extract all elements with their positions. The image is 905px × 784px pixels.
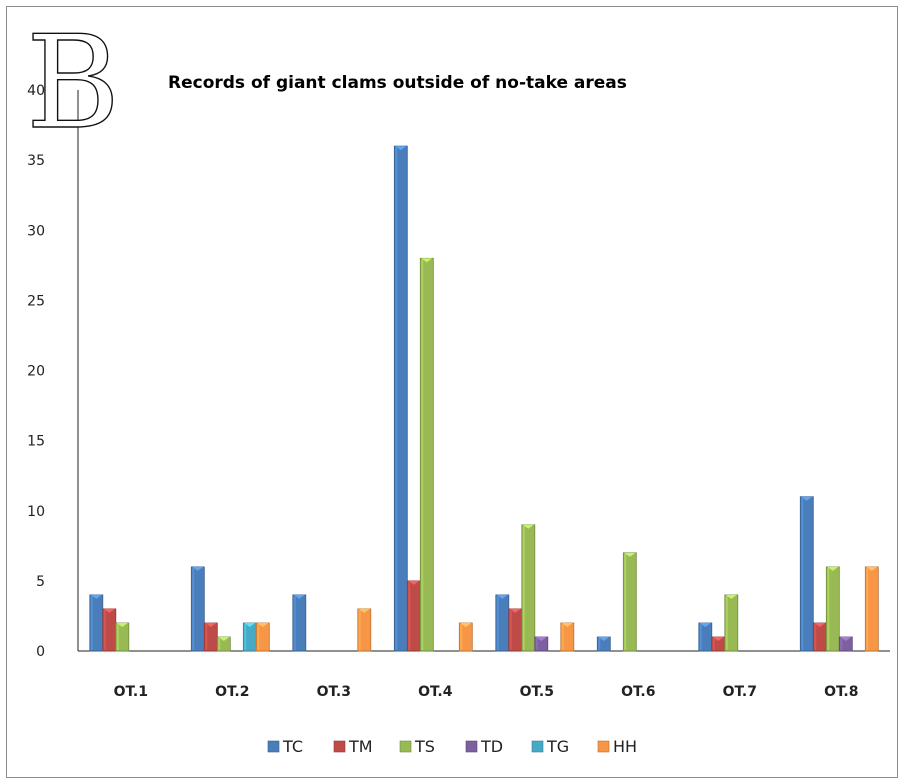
bar-highlight (91, 596, 93, 650)
legend-swatch-hh (598, 741, 609, 752)
legend-label-ts: TS (414, 737, 435, 756)
legend-label-tm: TM (348, 737, 373, 756)
category-label: OT.3 (317, 684, 351, 700)
y-tick-label: 20 (27, 364, 45, 380)
bar-highlight (205, 624, 207, 650)
y-tick-label: 25 (27, 293, 45, 309)
legend-label-tg: TG (546, 737, 569, 756)
legend-label-tc: TC (282, 737, 303, 756)
category-label: OT.5 (520, 684, 554, 700)
bar-highlight (395, 147, 397, 650)
bar-highlight (510, 610, 512, 650)
bar-highlight (801, 498, 803, 650)
category-label: OT.1 (114, 684, 148, 700)
panel-label: B (26, 20, 120, 148)
bar-highlight (257, 624, 259, 650)
legend-label-hh: HH (613, 737, 637, 756)
bar-highlight (713, 638, 715, 650)
bar-highlight (460, 624, 462, 650)
bar-highlight (104, 610, 106, 650)
bar-highlight (536, 638, 538, 650)
bar-highlight (562, 624, 564, 650)
bar-highlight (294, 596, 296, 650)
legend-swatch-tm (334, 741, 345, 752)
bar-highlight (359, 610, 361, 650)
legend-swatch-tg (532, 741, 543, 752)
bar-highlight (700, 624, 702, 650)
bar-highlight (827, 568, 829, 650)
category-label: OT.4 (418, 684, 453, 700)
y-tick-label: 30 (27, 223, 45, 239)
legend-swatch-tc (268, 741, 279, 752)
y-tick-label: 0 (36, 644, 45, 660)
bar-highlight (244, 624, 246, 650)
bar-highlight (408, 582, 410, 650)
y-tick-label: 5 (36, 574, 45, 590)
legend-swatch-td (466, 741, 477, 752)
category-label: OT.7 (723, 684, 757, 700)
bar-highlight (421, 259, 423, 650)
category-label: OT.6 (621, 684, 655, 700)
bar-highlight (866, 568, 868, 650)
category-labels: OT.1 OT.2 OT.3 OT.4 OT.5 OT.6 OT.7 OT.8 (114, 684, 859, 700)
legend-swatch-ts (400, 741, 411, 752)
bar-highlight (598, 638, 600, 650)
y-tick-label: 10 (27, 504, 45, 520)
bar-highlight (117, 624, 119, 650)
bar-highlight (624, 554, 626, 650)
bar-highlight (523, 526, 525, 650)
legend: TC TM TS TD TG HH (268, 737, 637, 756)
legend-label-td: TD (480, 737, 503, 756)
bar-highlight (726, 596, 728, 650)
bar-highlight (218, 638, 220, 650)
category-label: OT.2 (215, 684, 249, 700)
bars (90, 146, 879, 651)
bar-highlight (192, 568, 194, 650)
y-tick-label: 15 (27, 434, 45, 450)
chart-title: Records of giant clams outside of no-tak… (168, 73, 627, 93)
category-label: OT.8 (824, 684, 858, 700)
bar-highlight (840, 638, 842, 650)
bar-highlight (497, 596, 499, 650)
bar-highlight (814, 624, 816, 650)
